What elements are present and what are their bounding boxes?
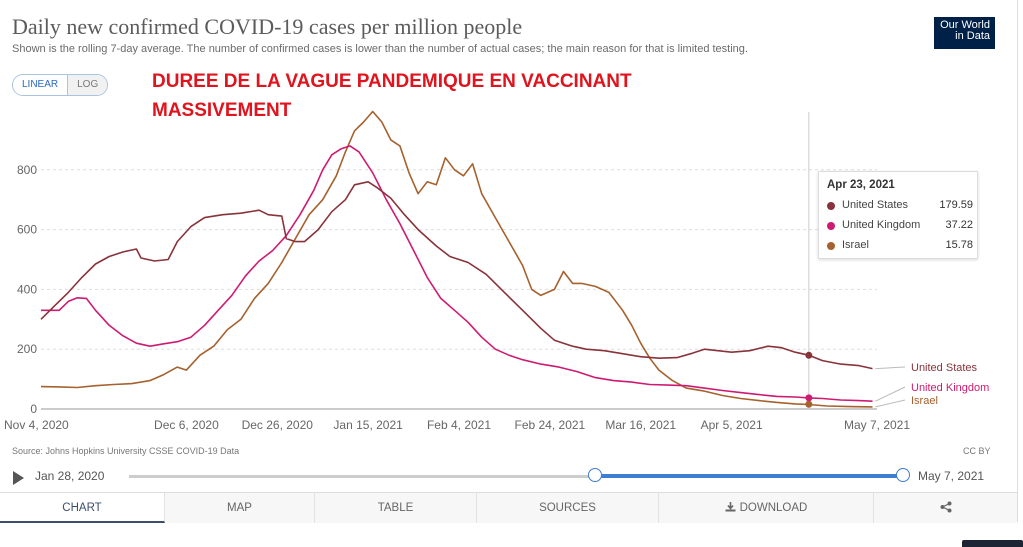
tab-map[interactable]: MAP — [165, 493, 315, 523]
timeline-end-handle[interactable] — [896, 468, 910, 482]
hover-marker — [805, 394, 813, 402]
chart-title: Daily new confirmed COVID-19 cases per m… — [12, 14, 523, 39]
legend-connector — [875, 366, 906, 370]
download-icon — [725, 502, 736, 512]
tooltip-series-name: United States — [842, 199, 909, 211]
tab-bar: CHART MAP TABLE SOURCES DOWNLOAD — [0, 492, 1017, 523]
series-line-israel — [40, 110, 873, 408]
tooltip-row-israel: Israel 15.78 — [827, 239, 973, 253]
chart-subtitle: Shown is the rolling 7-day average. The … — [12, 43, 748, 55]
x-axis-ticks: Nov 4, 2020 Dec 6, 2020 Dec 26, 2020 Jan 15… — [4, 418, 910, 432]
tooltip-date: Apr 23, 2021 — [827, 179, 895, 191]
tooltip-dot — [827, 202, 835, 210]
timeline: Jan 28, 2020 May 7, 2021 — [0, 462, 1017, 490]
taskbar-fragment — [962, 540, 1023, 547]
owid-logo[interactable]: Our World in Data — [934, 17, 995, 49]
scale-toggle: LINEAR LOG — [12, 74, 109, 96]
timeline-selection[interactable] — [595, 474, 903, 478]
legend-connector — [875, 399, 906, 408]
series-line-united-kingdom — [41, 145, 873, 402]
timeline-start-handle[interactable] — [588, 468, 602, 482]
legend-label: Israel — [911, 395, 938, 407]
download-label: DOWNLOAD — [739, 502, 808, 514]
legend-label: United Kingdom — [911, 382, 989, 394]
tab-sources[interactable]: SOURCES — [477, 493, 659, 523]
series-line-united-states — [40, 181, 873, 370]
tab-table[interactable]: TABLE — [315, 493, 477, 523]
tooltip-row-us: United States 179.59 — [827, 199, 973, 213]
hover-markers — [805, 351, 813, 408]
log-scale-button[interactable]: LOG — [68, 75, 108, 95]
logo-line-2: in Data — [955, 30, 990, 42]
tab-chart[interactable]: CHART — [0, 493, 165, 523]
legend-connector — [875, 386, 906, 402]
tooltip-dot — [827, 222, 835, 230]
timeline-track[interactable] — [129, 475, 903, 478]
tooltip-dot — [827, 242, 835, 250]
x-tick-label: Dec 6, 2020 — [154, 418, 219, 432]
y-tick-label: 200 — [17, 342, 37, 356]
play-icon[interactable] — [13, 471, 24, 485]
hover-marker — [805, 400, 813, 408]
tooltip-series-name: Israel — [842, 239, 869, 251]
x-tick-label: May 7, 2021 — [844, 418, 910, 432]
y-axis-ticks: 0 200 400 600 800 — [17, 163, 37, 416]
tab-share[interactable] — [874, 493, 1017, 523]
legend-label: United States — [911, 362, 978, 374]
y-tick-label: 600 — [17, 223, 37, 237]
tooltip-row-uk: United Kingdom 37.22 — [827, 219, 973, 233]
x-tick-label: Mar 16, 2021 — [605, 418, 676, 432]
tab-download[interactable]: DOWNLOAD — [659, 493, 874, 523]
tooltip-series-name: United Kingdom — [842, 219, 921, 231]
timeline-start-date: Jan 28, 2020 — [35, 469, 105, 483]
tooltip-value: 179.59 — [939, 199, 973, 211]
y-tick-label: 400 — [17, 282, 37, 296]
share-icon — [940, 501, 951, 513]
logo-line-1: Our World — [940, 19, 990, 31]
annotation-text: DUREE DE LA VAGUE PANDEMIQUE EN VACCINAN… — [152, 71, 632, 121]
x-tick-label: Feb 24, 2021 — [515, 418, 586, 432]
chart-card: Daily new confirmed COVID-19 cases per m… — [0, 0, 1018, 523]
line-chart[interactable]: 0 200 400 600 800 Nov 4, 2020 Dec 6, 2020 Dec … — [0, 100, 1017, 440]
tooltip-value: 15.78 — [945, 239, 973, 251]
linear-scale-button[interactable]: LINEAR — [13, 75, 69, 95]
x-tick-label: Apr 5, 2021 — [701, 418, 763, 432]
license-link[interactable]: CC BY — [963, 446, 991, 456]
timeline-end-date: May 7, 2021 — [918, 469, 985, 483]
x-tick-label: Dec 26, 2020 — [242, 418, 314, 432]
x-tick-label: Feb 4, 2021 — [427, 418, 491, 432]
x-tick-label: Jan 15, 2021 — [333, 418, 403, 432]
y-tick-label: 0 — [30, 402, 37, 416]
hover-tooltip: Apr 23, 2021 United States 179.59 United… — [818, 171, 978, 259]
series-lines — [40, 110, 873, 408]
source-note[interactable]: Source: Johns Hopkins University CSSE CO… — [12, 446, 240, 456]
hover-marker — [805, 351, 813, 359]
y-tick-label: 800 — [17, 163, 37, 177]
gridlines — [41, 169, 877, 410]
tooltip-value: 37.22 — [945, 219, 973, 231]
x-tick-label: Nov 4, 2020 — [4, 418, 69, 432]
